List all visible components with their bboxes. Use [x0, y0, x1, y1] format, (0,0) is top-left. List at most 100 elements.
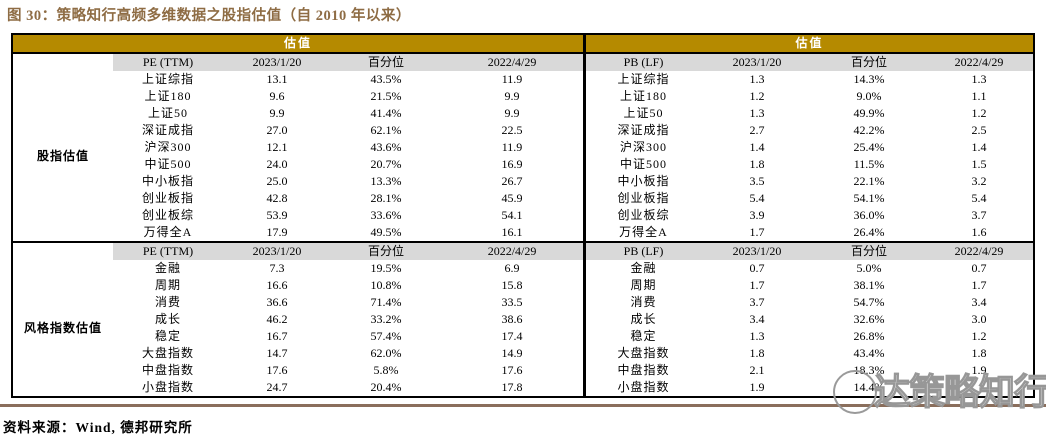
- row-label: 上证50: [623, 106, 664, 120]
- value-cell: 27.0: [266, 123, 288, 137]
- table-row: 成长 46.2 33.2% 38.6: [13, 311, 583, 328]
- value-cell: 0.7: [971, 261, 987, 275]
- value-cell: 3.9: [749, 208, 765, 222]
- value-cell: 26.4%: [853, 225, 885, 239]
- table-row: 股指估值 上证综指 13.1 43.5% 11.9: [13, 71, 583, 163]
- value-cell: 28.1%: [370, 191, 402, 205]
- value-cell: 20.7%: [370, 157, 402, 171]
- value-cell: 9.6: [269, 89, 285, 103]
- value-cell: 33.6%: [370, 208, 402, 222]
- row-label: 万得全A: [619, 225, 668, 239]
- value-cell: 9.9: [504, 106, 520, 120]
- table-row: 小盘指数 24.7 20.4% 17.8: [13, 379, 583, 396]
- table-row: 上证50 1.3 49.9% 1.2: [586, 105, 1033, 122]
- column-header: 百分位: [331, 241, 441, 260]
- value-cell: 6.9: [504, 261, 520, 275]
- table-row: 上证50 9.9 41.4% 9.9: [13, 105, 583, 122]
- value-cell: 46.2: [266, 312, 288, 326]
- table-row: 创业板指 5.4 54.1% 5.4: [586, 190, 1033, 207]
- row-label: 沪深300: [619, 140, 667, 154]
- row-label: 中盘指数: [141, 363, 194, 377]
- row-label: 上证综指: [141, 72, 194, 86]
- value-cell: 17.6: [501, 363, 523, 377]
- value-cell: 17.8: [501, 380, 523, 394]
- row-label: 创业板综: [617, 208, 670, 222]
- value-cell: 17.9: [266, 225, 288, 239]
- table-row: 中证500 1.8 11.5% 1.5: [586, 156, 1033, 173]
- pe-panel: 估值 PE (TTM) 2023/1/20 百分位 2022/4/29 股指估值 上证综指 1…: [13, 35, 584, 396]
- row-label: 沪深300: [144, 140, 192, 154]
- value-cell: 0.7: [749, 261, 765, 275]
- table-row: 万得全A 1.7 26.4% 1.6: [586, 224, 1033, 242]
- value-cell: 3.7: [971, 208, 987, 222]
- row-label: 创业板指: [617, 191, 670, 205]
- row-label: 深证成指: [617, 123, 670, 137]
- value-cell: 3.0: [971, 312, 987, 326]
- row-label: 稳定: [154, 329, 181, 343]
- group-label: 风格指数估值: [23, 320, 102, 335]
- value-cell: 26.7: [501, 174, 523, 188]
- value-cell: 9.9: [269, 106, 285, 120]
- value-cell: 1.1: [971, 89, 987, 103]
- value-cell: 1.9: [749, 380, 765, 394]
- value-cell: 17.6: [266, 363, 288, 377]
- column-header: 百分位: [813, 53, 925, 71]
- row-label: 中小板指: [141, 174, 194, 188]
- value-cell: 1.3: [971, 72, 987, 86]
- value-cell: 53.9: [266, 208, 288, 222]
- value-cell: 16.9: [501, 157, 523, 171]
- table-row: 消费 36.6 71.4% 33.5: [13, 294, 583, 311]
- value-cell: 42.2%: [853, 123, 885, 137]
- table-row: 中盘指数 17.6 5.8% 17.6: [13, 362, 583, 379]
- row-label: 上证180: [144, 89, 192, 103]
- column-header: 2023/1/20: [701, 53, 813, 71]
- value-cell: 1.4: [749, 140, 765, 154]
- valuation-banner: 估值: [13, 35, 584, 54]
- value-cell: 1.7: [971, 278, 987, 292]
- row-label: 周期: [630, 278, 657, 292]
- value-cell: 22.1%: [853, 174, 885, 188]
- value-cell: 1.3: [749, 72, 765, 86]
- value-cell: 54.1: [501, 208, 523, 222]
- column-header: 2023/1/20: [223, 53, 331, 71]
- row-label: 创业板综: [141, 208, 194, 222]
- value-cell: 38.6: [501, 312, 523, 326]
- panel-table: 估值 PE (TTM) 2023/1/20 百分位 2022/4/29 股指估值 上证综指 1…: [13, 35, 584, 396]
- row-label: 金融: [630, 261, 657, 275]
- table-row: 中盘指数 2.1 18.3% 1.9: [586, 362, 1033, 379]
- row-label: 稳定: [630, 329, 657, 343]
- value-cell: 32.6%: [853, 312, 885, 326]
- value-cell: 43.6%: [370, 140, 402, 154]
- row-label: 大盘指数: [141, 346, 194, 360]
- value-cell: 15.8: [501, 278, 523, 292]
- value-cell: 3.4: [749, 312, 765, 326]
- group-column-spacer: [13, 53, 113, 71]
- value-cell: 2.7: [749, 123, 765, 137]
- table-row: 上证180 9.6 21.5% 9.9: [13, 88, 583, 105]
- value-cell: 3.2: [971, 174, 987, 188]
- column-header: 2023/1/20: [223, 241, 331, 260]
- table-row: 稳定 16.7 57.4% 17.4: [13, 328, 583, 345]
- value-cell: 9.9: [504, 89, 520, 103]
- row-label: 中证500: [619, 157, 667, 171]
- value-cell: 54.7%: [853, 295, 885, 309]
- value-cell: 5.4: [749, 191, 765, 205]
- value-cell: 11.9: [501, 72, 523, 86]
- value-cell: 5.8%: [373, 363, 399, 377]
- value-cell: 13.3%: [370, 174, 402, 188]
- value-cell: 42.8: [266, 191, 288, 205]
- table-row: 成长 3.4 32.6% 3.0: [586, 311, 1033, 328]
- value-cell: 25.0: [266, 174, 288, 188]
- value-cell: 7.3: [269, 261, 285, 275]
- column-header: 2023/1/20: [701, 241, 813, 260]
- value-cell: 16.1: [501, 225, 523, 239]
- value-cell: 3.4: [971, 295, 987, 309]
- value-cell: 11.5%: [853, 157, 885, 171]
- table-row: 万得全A 17.9 49.5% 16.1: [13, 224, 583, 242]
- table-row: 创业板指 42.8 28.1% 45.9: [13, 190, 583, 207]
- value-cell: 43.5%: [370, 72, 402, 86]
- table-row: 小盘指数 1.9 14.4%: [586, 379, 1033, 396]
- row-label: 成长: [630, 312, 657, 326]
- row-label: 上证50: [147, 106, 188, 120]
- value-cell: 14.7: [266, 346, 288, 360]
